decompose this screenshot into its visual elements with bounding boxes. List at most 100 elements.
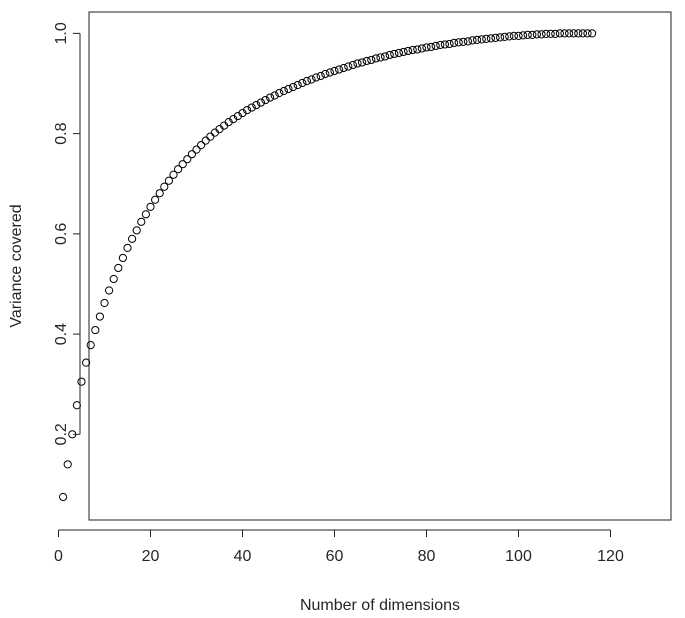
data-point [574, 29, 583, 38]
x-tick-label: 40 [234, 548, 252, 565]
data-point [473, 35, 482, 45]
data-points [59, 29, 597, 502]
y-tick-label: 0.8 [53, 122, 70, 144]
data-point [523, 30, 532, 39]
data-point [293, 80, 302, 90]
data-point [169, 170, 178, 179]
y-axis-title: Variance covered [8, 204, 25, 327]
data-point [256, 98, 265, 107]
x-axis: 0 20 40 60 80 100 120 [54, 529, 624, 565]
data-point [118, 253, 128, 263]
data-point [174, 165, 183, 174]
data-point [192, 145, 201, 154]
x-tick-label: 120 [597, 548, 624, 565]
data-point [187, 150, 196, 159]
data-point [325, 68, 334, 77]
data-point [588, 29, 597, 38]
data-point [514, 31, 523, 40]
data-point [289, 82, 298, 92]
data-point [555, 29, 565, 38]
x-tick-label: 60 [326, 548, 344, 565]
data-point [335, 65, 344, 74]
data-point [298, 78, 307, 88]
x-tick-label: 80 [418, 548, 436, 565]
data-point [59, 492, 68, 502]
data-point [91, 325, 100, 335]
data-point [431, 41, 440, 51]
data-point [537, 30, 546, 39]
data-point [486, 34, 495, 43]
data-point [279, 86, 288, 96]
data-point [496, 33, 505, 42]
data-point [399, 47, 408, 57]
data-point [197, 141, 206, 150]
y-tick-label: 0.6 [53, 223, 70, 245]
data-point [454, 38, 463, 47]
plot-frame [88, 11, 672, 521]
data-point [137, 217, 146, 226]
data-point [275, 88, 284, 98]
data-point [128, 234, 137, 243]
data-point [445, 39, 454, 49]
data-point [252, 100, 261, 110]
data-point [385, 50, 394, 60]
data-point [482, 34, 491, 44]
data-point [344, 62, 353, 71]
data-point [339, 63, 348, 73]
data-point [100, 298, 109, 308]
y-tick-label: 0.2 [53, 423, 70, 445]
x-tick-label: 100 [505, 548, 532, 565]
x-axis-title: Number of dimensions [300, 597, 460, 614]
data-point [316, 71, 325, 81]
data-point [436, 40, 445, 50]
data-point [353, 59, 362, 68]
data-point [114, 263, 123, 273]
data-point [183, 155, 192, 164]
data-point [546, 29, 555, 38]
data-point [509, 31, 519, 40]
data-point [164, 176, 173, 185]
data-point [206, 132, 215, 141]
data-point [477, 35, 486, 44]
data-point [160, 182, 169, 191]
data-point [560, 29, 569, 38]
data-point [542, 29, 551, 38]
data-point [284, 84, 293, 94]
data-point [123, 243, 132, 252]
data-point [440, 40, 449, 49]
data-point [348, 60, 357, 70]
data-point [178, 160, 187, 169]
data-point [417, 44, 426, 53]
data-point [371, 54, 380, 63]
data-point [243, 105, 252, 115]
data-point [450, 38, 459, 48]
data-point [63, 460, 72, 469]
data-point [390, 49, 399, 59]
x-tick-label: 0 [54, 548, 63, 565]
data-point [394, 48, 403, 58]
data-point [72, 401, 82, 410]
data-point [358, 58, 367, 67]
data-point [330, 66, 339, 76]
data-point [381, 52, 390, 61]
data-point [427, 42, 436, 52]
data-point [247, 103, 256, 112]
data-point [468, 36, 477, 45]
data-point [155, 189, 164, 198]
data-point [312, 73, 321, 82]
data-point [302, 76, 311, 86]
data-point [463, 37, 472, 46]
data-point [500, 32, 509, 41]
data-point [565, 29, 574, 38]
data-point [109, 274, 118, 284]
data-point [307, 75, 316, 84]
data-point [422, 43, 431, 52]
data-point [551, 29, 560, 38]
data-point [404, 46, 413, 56]
data-point [367, 55, 376, 65]
data-point [261, 95, 270, 105]
plot-border [88, 11, 672, 521]
data-point [569, 29, 578, 38]
data-point [146, 202, 155, 211]
data-point [583, 29, 592, 38]
